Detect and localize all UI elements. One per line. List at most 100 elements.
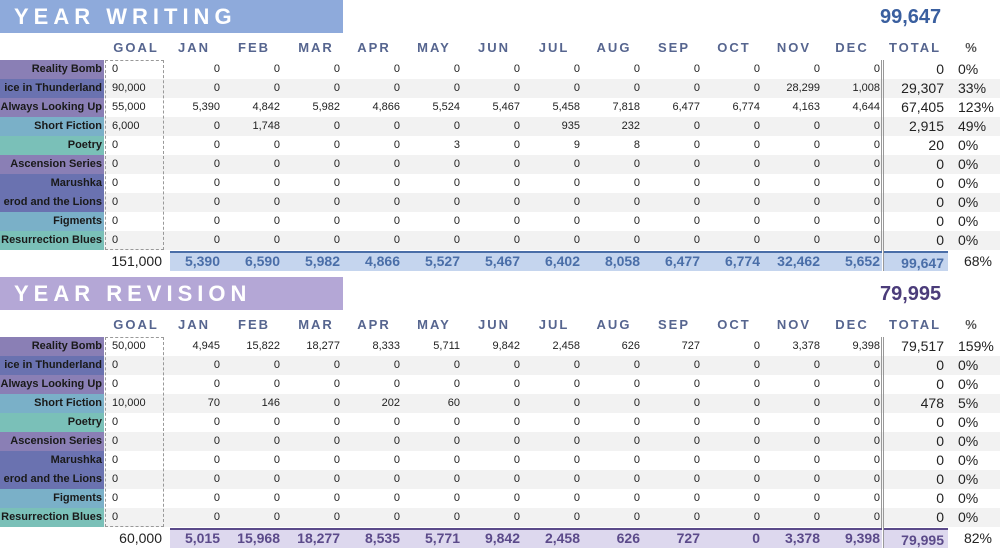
month-cell[interactable]: 0 xyxy=(513,492,520,504)
month-cell[interactable]: 0 xyxy=(333,473,340,485)
goal-cell[interactable]: 0 xyxy=(112,435,119,447)
month-cell[interactable]: 0 xyxy=(813,454,820,466)
month-cell[interactable]: 0 xyxy=(873,378,880,390)
month-cell[interactable]: 2,458 xyxy=(552,340,580,352)
month-cell[interactable]: 0 xyxy=(633,416,640,428)
month-cell[interactable]: 0 xyxy=(213,82,220,94)
month-cell[interactable]: 0 xyxy=(573,511,580,523)
month-cell[interactable]: 0 xyxy=(753,492,760,504)
goal-cell[interactable]: 6,000 xyxy=(112,120,140,132)
month-cell[interactable]: 0 xyxy=(693,378,700,390)
goal-cell[interactable]: 0 xyxy=(112,473,119,485)
month-cell[interactable]: 0 xyxy=(333,139,340,151)
month-cell[interactable]: 0 xyxy=(273,359,280,371)
month-cell[interactable]: 18,277 xyxy=(306,340,340,352)
month-cell[interactable]: 0 xyxy=(333,397,340,409)
month-cell[interactable]: 0 xyxy=(273,435,280,447)
month-cell[interactable]: 0 xyxy=(633,63,640,75)
goal-cell[interactable]: 50,000 xyxy=(112,340,146,352)
month-cell[interactable]: 0 xyxy=(753,215,760,227)
month-cell[interactable]: 0 xyxy=(813,435,820,447)
month-cell[interactable]: 0 xyxy=(393,63,400,75)
month-cell[interactable]: 0 xyxy=(213,492,220,504)
month-cell[interactable]: 0 xyxy=(513,397,520,409)
month-cell[interactable]: 0 xyxy=(213,435,220,447)
month-cell[interactable]: 0 xyxy=(273,454,280,466)
month-cell[interactable]: 0 xyxy=(333,158,340,170)
month-cell[interactable]: 0 xyxy=(873,196,880,208)
month-cell[interactable]: 0 xyxy=(213,120,220,132)
month-cell[interactable]: 0 xyxy=(333,416,340,428)
month-cell[interactable]: 0 xyxy=(513,473,520,485)
month-cell[interactable]: 0 xyxy=(813,234,820,246)
month-cell[interactable]: 0 xyxy=(333,378,340,390)
month-cell[interactable]: 9,398 xyxy=(852,340,880,352)
month-cell[interactable]: 5,458 xyxy=(552,101,580,113)
month-cell[interactable]: 0 xyxy=(633,378,640,390)
month-cell[interactable]: 0 xyxy=(693,435,700,447)
month-cell[interactable]: 5,467 xyxy=(492,101,520,113)
month-cell[interactable]: 0 xyxy=(753,82,760,94)
month-cell[interactable]: 0 xyxy=(393,234,400,246)
month-cell[interactable]: 0 xyxy=(273,511,280,523)
month-cell[interactable]: 0 xyxy=(813,139,820,151)
month-cell[interactable]: 0 xyxy=(573,492,580,504)
month-cell[interactable]: 0 xyxy=(453,158,460,170)
month-cell[interactable]: 146 xyxy=(261,397,280,409)
month-cell[interactable]: 0 xyxy=(453,63,460,75)
month-cell[interactable]: 0 xyxy=(753,158,760,170)
month-cell[interactable]: 0 xyxy=(513,120,520,132)
month-cell[interactable]: 0 xyxy=(213,196,220,208)
month-cell[interactable]: 0 xyxy=(873,473,880,485)
month-cell[interactable]: 4,842 xyxy=(252,101,280,113)
month-cell[interactable]: 60 xyxy=(447,397,460,409)
month-cell[interactable]: 0 xyxy=(393,158,400,170)
month-cell[interactable]: 0 xyxy=(753,435,760,447)
month-cell[interactable]: 0 xyxy=(693,234,700,246)
month-cell[interactable]: 0 xyxy=(393,196,400,208)
month-cell[interactable]: 0 xyxy=(213,511,220,523)
goal-cell[interactable]: 0 xyxy=(112,158,119,170)
month-cell[interactable]: 9,842 xyxy=(492,340,520,352)
month-cell[interactable]: 0 xyxy=(573,196,580,208)
month-cell[interactable]: 0 xyxy=(873,177,880,189)
month-cell[interactable]: 0 xyxy=(513,82,520,94)
month-cell[interactable]: 0 xyxy=(693,82,700,94)
month-cell[interactable]: 0 xyxy=(333,63,340,75)
month-cell[interactable]: 0 xyxy=(813,120,820,132)
month-cell[interactable]: 0 xyxy=(753,196,760,208)
month-cell[interactable]: 0 xyxy=(633,492,640,504)
month-cell[interactable]: 0 xyxy=(633,511,640,523)
month-cell[interactable]: 0 xyxy=(873,215,880,227)
month-cell[interactable]: 0 xyxy=(333,435,340,447)
month-cell[interactable]: 0 xyxy=(273,416,280,428)
goal-cell[interactable]: 90,000 xyxy=(112,82,146,94)
month-cell[interactable]: 0 xyxy=(333,511,340,523)
month-cell[interactable]: 6,477 xyxy=(672,101,700,113)
month-cell[interactable]: 0 xyxy=(693,196,700,208)
month-cell[interactable]: 0 xyxy=(213,473,220,485)
month-cell[interactable]: 0 xyxy=(453,435,460,447)
month-cell[interactable]: 0 xyxy=(633,215,640,227)
goal-cell[interactable]: 0 xyxy=(112,511,119,523)
month-cell[interactable]: 0 xyxy=(813,158,820,170)
month-cell[interactable]: 0 xyxy=(453,378,460,390)
month-cell[interactable]: 0 xyxy=(213,177,220,189)
month-cell[interactable]: 0 xyxy=(393,378,400,390)
month-cell[interactable]: 0 xyxy=(753,139,760,151)
month-cell[interactable]: 0 xyxy=(213,359,220,371)
month-cell[interactable]: 0 xyxy=(273,378,280,390)
month-cell[interactable]: 0 xyxy=(873,120,880,132)
goal-cell[interactable]: 0 xyxy=(112,378,119,390)
month-cell[interactable]: 0 xyxy=(513,234,520,246)
month-cell[interactable]: 0 xyxy=(633,397,640,409)
month-cell[interactable]: 0 xyxy=(633,82,640,94)
month-cell[interactable]: 5,390 xyxy=(192,101,220,113)
month-cell[interactable]: 0 xyxy=(333,120,340,132)
month-cell[interactable]: 0 xyxy=(213,416,220,428)
goal-cell[interactable]: 0 xyxy=(112,139,119,151)
month-cell[interactable]: 0 xyxy=(873,492,880,504)
month-cell[interactable]: 0 xyxy=(753,340,760,352)
month-cell[interactable]: 232 xyxy=(621,120,640,132)
month-cell[interactable]: 8,333 xyxy=(372,340,400,352)
